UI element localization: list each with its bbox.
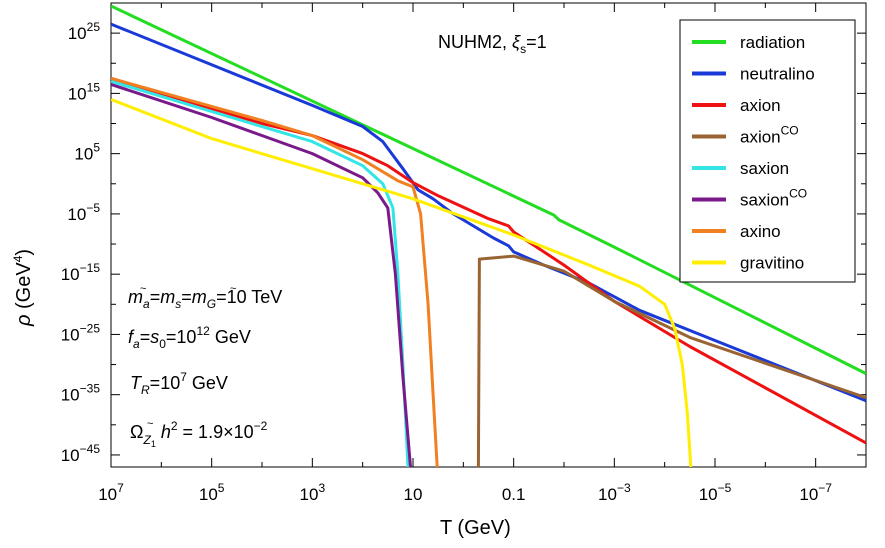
title-text: NUHM2,: [438, 32, 512, 52]
y-tick-label: 105: [74, 141, 100, 164]
tilde-mark: ~: [147, 418, 153, 430]
annotation-decay-constant: fa=s0=1012 GeV: [128, 324, 251, 351]
annotation-masses: ma=ms=mG=10 TeV: [128, 287, 282, 311]
legend-label: saxion: [740, 159, 789, 178]
x-tick-label: 107: [98, 481, 124, 504]
x-tick-label: 10−7: [799, 481, 832, 504]
legend-box: [679, 19, 856, 283]
legend-label: gravitino: [740, 254, 804, 273]
tilde-mark: ~: [140, 283, 146, 295]
annotation-reheat-temp: TR=107 GeV: [130, 370, 228, 397]
x-tick-label: 10−3: [598, 481, 631, 504]
legend: radiation neutralino axion axionCO saxion sax…: [679, 19, 856, 283]
series-line-radiation: [111, 4, 866, 375]
tilde-mark: ~: [230, 283, 236, 295]
annotation-relic-density: ΩZ1 h2 = 1.9×10−2: [130, 419, 268, 449]
x-tick-label: 105: [199, 481, 225, 504]
y-tick-label: 10−15: [61, 261, 101, 284]
x-tick-label: 10: [404, 485, 423, 504]
legend-label: axino: [740, 222, 781, 241]
axis-ticks: [110, 3, 867, 467]
y-tick-label: 1015: [68, 80, 101, 103]
y-tick-label: 1025: [68, 20, 101, 43]
x-tick-label: 103: [300, 481, 326, 504]
y-axis-label: ρ (GeV4): [11, 249, 35, 327]
x-axis-label: T (GeV): [440, 517, 511, 539]
series-line-axion-co: [476, 254, 866, 467]
legend-label: radiation: [740, 33, 805, 52]
y-tick-label: 10−35: [61, 382, 101, 405]
series-line-neutralino: [111, 22, 866, 403]
y-tick-label: 10−25: [61, 321, 101, 344]
y-tick-label: 10−5: [67, 201, 100, 224]
x-tick-label: 0.1: [502, 485, 526, 504]
chart-title: NUHM2, ξs=1: [438, 32, 547, 56]
series-group: [111, 4, 866, 467]
series-line-gravitino: [111, 98, 693, 467]
x-tick-label: 10−5: [699, 481, 732, 504]
legend-label: saxionCO: [740, 187, 807, 210]
legend-label: axion: [740, 96, 781, 115]
series-line-axion: [111, 76, 866, 445]
y-tick-label: 10−45: [61, 442, 101, 465]
annotations: ma=ms=mG=10 TeV fa=s0=1012 GeV TR=107 Ge…: [128, 283, 282, 449]
legend-label: neutralino: [740, 65, 815, 84]
series-line-saxion-co: [111, 82, 412, 467]
series-line-axino: [111, 76, 439, 467]
legend-label: axionCO: [740, 124, 799, 147]
tick-labels: 107 105 103 10 0.1 10−3 10−5 10−7 1025 1015 105 10−…: [61, 20, 833, 504]
